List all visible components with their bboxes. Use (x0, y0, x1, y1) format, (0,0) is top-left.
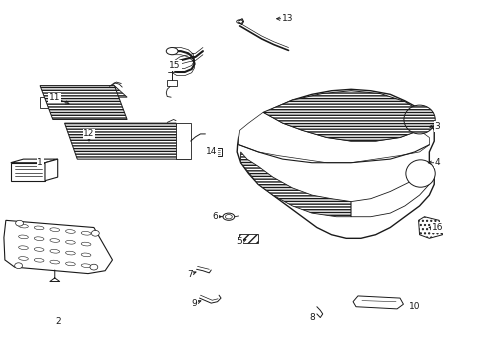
Polygon shape (350, 174, 428, 217)
Polygon shape (352, 296, 403, 309)
Polygon shape (40, 97, 52, 108)
Polygon shape (238, 112, 428, 163)
Text: 5: 5 (236, 238, 242, 246)
Text: 15: 15 (169, 61, 181, 70)
Polygon shape (11, 159, 58, 163)
Ellipse shape (34, 248, 44, 251)
Ellipse shape (34, 226, 44, 230)
Polygon shape (263, 91, 424, 141)
Ellipse shape (236, 20, 242, 23)
Polygon shape (237, 89, 433, 238)
Text: 4: 4 (434, 158, 440, 167)
Ellipse shape (50, 260, 60, 264)
Text: 10: 10 (408, 302, 420, 311)
Ellipse shape (65, 230, 75, 233)
Ellipse shape (19, 246, 28, 249)
Text: 8: 8 (308, 313, 314, 322)
Ellipse shape (19, 235, 28, 239)
Polygon shape (40, 86, 127, 120)
Ellipse shape (34, 258, 44, 262)
Ellipse shape (34, 237, 44, 240)
Ellipse shape (90, 264, 98, 270)
Text: 7: 7 (186, 270, 192, 279)
Polygon shape (45, 159, 58, 181)
Ellipse shape (81, 242, 91, 246)
Text: 2: 2 (55, 317, 61, 325)
Ellipse shape (19, 224, 28, 228)
Ellipse shape (65, 251, 75, 255)
Polygon shape (238, 234, 258, 243)
Polygon shape (4, 220, 112, 274)
Ellipse shape (16, 220, 23, 226)
Polygon shape (167, 80, 177, 86)
Text: 16: 16 (431, 223, 443, 232)
Ellipse shape (403, 105, 434, 134)
Ellipse shape (166, 48, 178, 55)
Ellipse shape (65, 240, 75, 244)
Polygon shape (11, 163, 45, 181)
Ellipse shape (81, 231, 91, 235)
Ellipse shape (50, 249, 60, 253)
Ellipse shape (91, 230, 99, 236)
Ellipse shape (50, 239, 60, 242)
Polygon shape (40, 86, 127, 97)
Ellipse shape (81, 264, 91, 267)
Text: 1: 1 (37, 158, 43, 167)
Ellipse shape (223, 213, 234, 220)
Polygon shape (176, 123, 190, 159)
Text: 6: 6 (212, 212, 218, 221)
Ellipse shape (15, 263, 22, 269)
Ellipse shape (50, 228, 60, 231)
Ellipse shape (81, 253, 91, 257)
Text: 12: 12 (83, 129, 95, 138)
Text: 14: 14 (205, 148, 217, 156)
Text: 13: 13 (281, 14, 293, 23)
Text: 11: 11 (49, 94, 61, 102)
Polygon shape (240, 152, 350, 217)
Ellipse shape (225, 215, 232, 219)
Polygon shape (210, 148, 222, 156)
Text: 9: 9 (191, 299, 197, 307)
Ellipse shape (19, 257, 28, 260)
Ellipse shape (405, 160, 434, 187)
Ellipse shape (65, 262, 75, 266)
Polygon shape (418, 217, 442, 238)
Text: 3: 3 (434, 122, 440, 131)
Polygon shape (64, 123, 190, 159)
